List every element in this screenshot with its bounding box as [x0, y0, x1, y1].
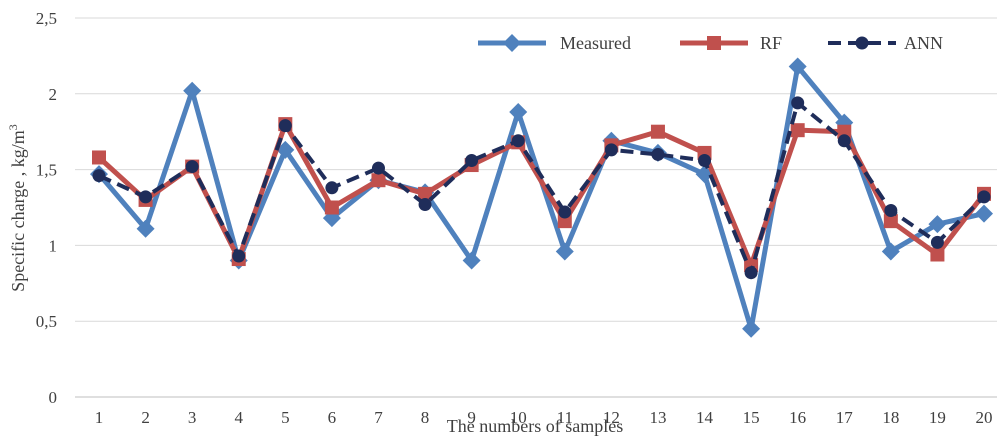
series-line-rf	[97, 121, 986, 268]
legend: Measured RF ANN	[478, 33, 943, 53]
data-point-measured	[462, 251, 481, 270]
y-tick-label: 1	[49, 236, 58, 255]
x-tick-label: 19	[929, 408, 946, 427]
series-ann	[92, 96, 991, 280]
x-tick-label: 10	[510, 408, 527, 427]
legend-marker-ann	[855, 36, 869, 50]
data-point-rf	[324, 200, 339, 215]
x-tick-label: 20	[976, 408, 993, 427]
data-point-ann	[371, 161, 385, 175]
data-point-rf	[790, 123, 805, 138]
data-point-rf	[930, 247, 945, 262]
series-line-ann	[98, 100, 986, 275]
data-point-ann	[465, 154, 479, 168]
legend-label-measured: Measured	[560, 33, 631, 53]
x-tick-label: 18	[882, 408, 899, 427]
data-point-ann	[744, 266, 758, 280]
x-tick-label: 14	[696, 408, 714, 427]
y-axis-title-text: Specific charge , kg/m	[8, 130, 28, 292]
data-point-ann	[325, 181, 339, 195]
data-point-ann	[884, 204, 898, 218]
x-tick-label: 12	[603, 408, 620, 427]
x-tick-label: 13	[649, 408, 666, 427]
x-tick-label: 9	[467, 408, 476, 427]
x-tick-label: 2	[141, 408, 150, 427]
data-point-ann	[139, 190, 153, 204]
legend-marker-measured	[503, 34, 521, 52]
data-point-ann	[418, 197, 432, 211]
legend-item-rf: RF	[680, 33, 782, 53]
data-point-ann	[232, 249, 246, 263]
data-point-measured	[509, 102, 528, 121]
data-point-measured	[136, 219, 155, 238]
data-point-ann	[185, 160, 199, 174]
data-point-rf	[92, 150, 106, 165]
legend-item-ann: ANN	[828, 33, 943, 53]
data-point-ann	[604, 143, 618, 157]
data-point-ann	[558, 205, 572, 219]
data-point-measured	[975, 204, 993, 223]
data-point-measured	[928, 215, 947, 234]
data-point-measured	[183, 81, 202, 100]
x-tick-label: 7	[374, 408, 383, 427]
data-point-measured	[788, 57, 807, 76]
data-point-measured	[835, 113, 854, 132]
x-tick-label: 5	[281, 408, 290, 427]
series-group	[90, 57, 993, 338]
data-point-ann	[698, 154, 712, 168]
series-rf	[92, 117, 991, 273]
data-point-measured	[276, 140, 295, 159]
data-point-rf	[837, 124, 852, 139]
x-tick-label: 16	[789, 408, 806, 427]
x-tick-label: 1	[95, 408, 104, 427]
grid-lines	[75, 17, 997, 398]
x-tick-label: 4	[234, 408, 243, 427]
y-tick-label: 2	[49, 85, 58, 104]
y-axis-title-superscript: 3	[6, 124, 20, 130]
x-tick-label: 6	[328, 408, 337, 427]
y-axis-title: Specific charge , kg/m3	[6, 124, 28, 292]
data-point-ann	[791, 96, 805, 110]
legend-label-ann: ANN	[904, 33, 943, 53]
data-point-ann	[511, 134, 525, 148]
x-tick-labels: 1 2 3 4 5 6 7 8 9 10 11 12 13 14 15 16 17 18 19 20	[95, 408, 993, 427]
legend-item-measured: Measured	[478, 33, 631, 53]
data-point-rf	[371, 173, 386, 188]
data-point-rf	[557, 214, 572, 229]
x-tick-label: 8	[421, 408, 430, 427]
legend-label-rf: RF	[760, 33, 782, 53]
data-point-ann	[837, 134, 851, 148]
legend-marker-rf	[707, 36, 721, 50]
data-point-ann	[92, 169, 106, 183]
data-point-ann	[278, 119, 292, 133]
data-point-measured	[881, 242, 900, 261]
data-point-measured	[742, 319, 761, 338]
y-tick-label: 0,5	[36, 312, 57, 331]
x-axis-title: The numbers of samples	[447, 416, 623, 436]
data-point-measured	[555, 242, 574, 261]
y-tick-label: 1,5	[36, 161, 57, 180]
x-tick-label: 17	[836, 408, 854, 427]
x-tick-label: 15	[743, 408, 760, 427]
data-point-ann	[651, 147, 665, 161]
x-tick-label: 11	[557, 408, 573, 427]
data-point-ann	[930, 235, 944, 249]
data-point-rf	[418, 186, 433, 201]
data-point-rf	[883, 214, 898, 229]
data-point-ann	[977, 190, 991, 204]
series-line-measured	[97, 64, 985, 332]
y-tick-label: 2,5	[36, 9, 57, 28]
data-point-rf	[650, 124, 665, 139]
y-tick-labels: 0 0,5 1 1,5 2 2,5	[36, 9, 57, 407]
y-tick-label: 0	[49, 388, 58, 407]
series-measured	[90, 57, 993, 338]
x-tick-label: 3	[188, 408, 197, 427]
